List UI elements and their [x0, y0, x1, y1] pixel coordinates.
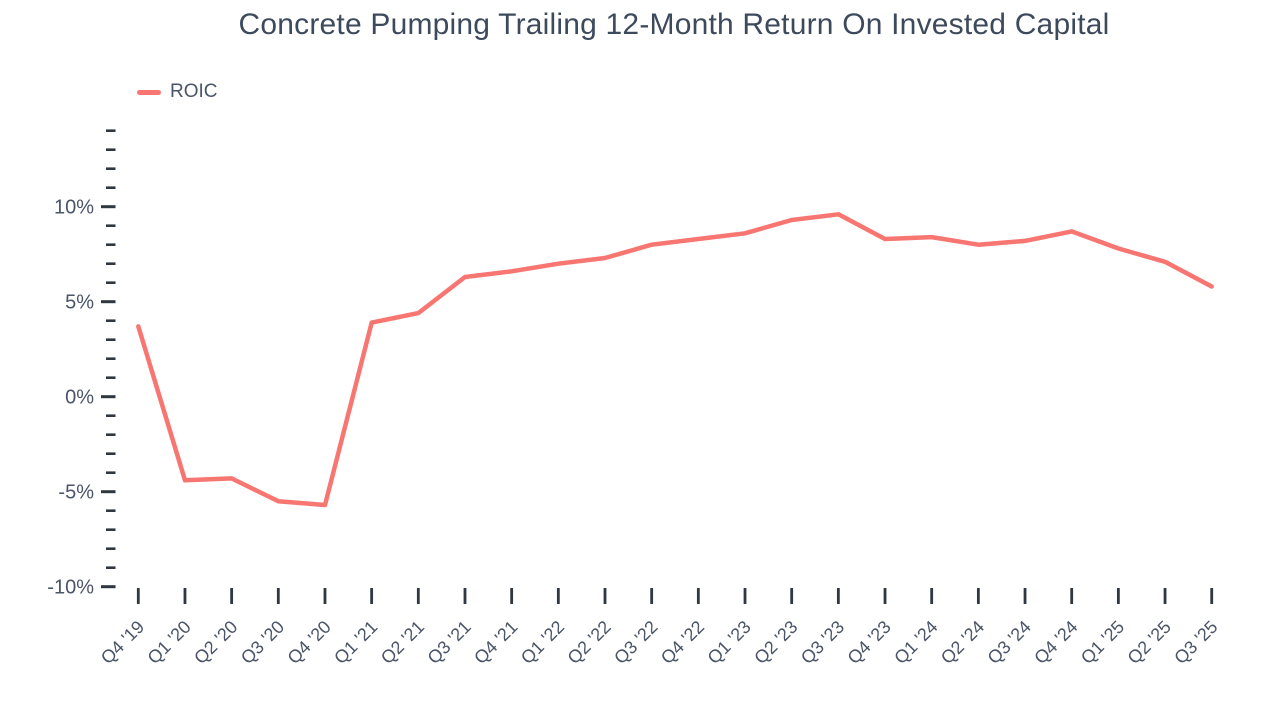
x-axis-label: Q1 '24: [890, 617, 941, 668]
x-axis-label: Q1 '23: [704, 617, 755, 668]
legend-line-swatch: [137, 89, 161, 95]
x-axis-label: Q2 '20: [190, 617, 241, 668]
y-axis-label: -10%: [47, 577, 94, 599]
x-axis-label: Q2 '21: [377, 617, 428, 668]
chart-title-row: Concrete Pumping Trailing 12-Month Retur…: [0, 8, 1280, 42]
y-axis-label: -5%: [58, 482, 94, 504]
y-axis-label: 5%: [65, 292, 94, 314]
chart-title: Concrete Pumping Trailing 12-Month Retur…: [238, 8, 1110, 41]
legend-series-label: ROIC: [170, 81, 218, 102]
x-axis-label: Q4 '20: [284, 617, 335, 668]
x-axis-label: Q3 '20: [237, 617, 288, 668]
x-axis-label: Q4 '19: [97, 617, 148, 668]
x-axis-label: Q1 '20: [144, 617, 195, 668]
x-axis-label: Q2 '25: [1124, 617, 1175, 668]
x-axis-label: Q2 '24: [937, 617, 988, 668]
chart-legend: ROIC: [137, 81, 218, 103]
x-axis-label: Q3 '25: [1170, 617, 1221, 668]
x-axis-label: Q3 '22: [610, 617, 661, 668]
x-axis-label: Q4 '22: [657, 617, 708, 668]
x-axis-label: Q1 '25: [1077, 617, 1128, 668]
x-axis-label: Q4 '21: [470, 617, 521, 668]
x-axis-label: Q4 '23: [844, 617, 895, 668]
x-axis-label: Q1 '21: [330, 617, 381, 668]
x-axis-label: Q4 '24: [1030, 617, 1081, 668]
roic-line-series: [136, 212, 1214, 508]
x-axis-label: Q3 '23: [797, 617, 848, 668]
y-axis-label: 0%: [65, 387, 94, 409]
x-axis-label: Q2 '22: [564, 617, 615, 668]
x-axis-label: Q2 '23: [750, 617, 801, 668]
x-axis-label: Q3 '21: [424, 617, 475, 668]
x-axis-label: Q3 '24: [984, 617, 1035, 668]
x-axis-label: Q1 '22: [517, 617, 568, 668]
y-axis-label: 10%: [54, 197, 94, 219]
